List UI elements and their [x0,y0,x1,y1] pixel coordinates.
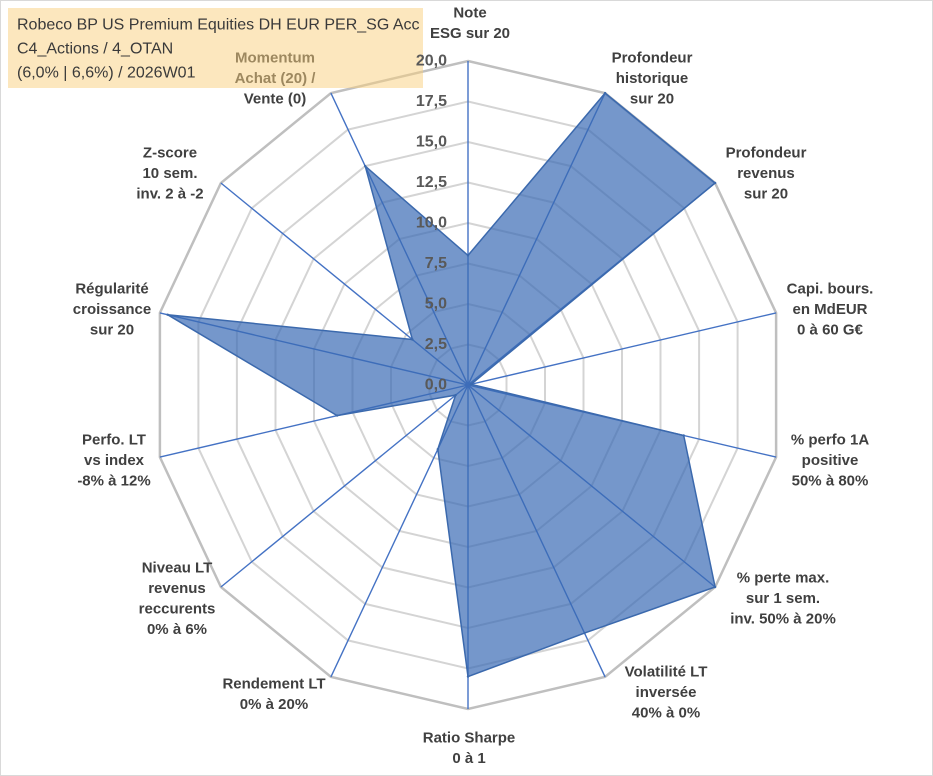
data-point-6 [713,585,717,589]
radial-tick-label: 5,0 [425,296,447,313]
axis-label-6: % perte max. sur 1 sem. inv. 50% à 20% [730,570,836,628]
data-point-9 [436,448,439,451]
axis-labels: Note ESG sur 20 Profondeur historique sur 20… [73,5,874,768]
radial-tick-label: 2,5 [425,336,447,353]
axis-label-line: en MdEUR [793,301,868,318]
axis-label-line: sur 20 [630,91,674,108]
radial-tick-label: 20,0 [416,53,447,70]
data-point-1 [466,254,470,257]
title-line-2: C4_Actions / 4_OTAN [17,41,173,58]
axis-label-line: 10 sem. [142,165,197,182]
radial-tick-label: 15,0 [416,134,447,151]
axis-label-2: Profondeur historique sur 20 [612,50,693,108]
axis-label-line: sur 20 [744,186,788,203]
axis-label-8: Ratio Sharpe 0 à 1 [423,730,516,768]
axis-label-line: revenus [148,580,206,597]
axis-label-line: inv. 50% à 20% [730,611,836,628]
data-point-13 [411,338,414,341]
axis-label-line: Profondeur [612,50,693,67]
axis-label-line: inv. 2 à -2 [136,186,203,203]
data-point-4 [469,383,473,386]
radial-tick-label: 17,5 [416,93,447,110]
axis-label-line: Note [453,5,486,22]
radial-tick-label: 7,5 [425,255,447,272]
title-box: Robeco BP US Premium Equities DH EUR PER… [8,8,423,88]
radial-tick-label: 0,0 [425,377,447,394]
axis-label-line: croissance [73,301,151,318]
axis-label-11: Perfo. LT vs index -8% à 12% [77,432,150,490]
data-point-10 [454,393,457,397]
axis-label-13: Z-score 10 sem. inv. 2 à -2 [136,145,203,203]
axis-label-line: Ratio Sharpe [423,730,516,747]
radar-series [166,91,717,678]
axis-label-line: Rendement LT [222,676,325,693]
data-point-14 [364,164,367,168]
axis-label-line: 0 à 1 [452,750,485,767]
axis-label-12: Régularité croissance sur 20 [73,281,151,339]
axis-label-line: % perte max. [737,570,830,587]
data-point-5 [682,434,685,437]
axis-label-line: inversée [636,684,697,701]
axis-label-line: 0% à 6% [147,621,207,638]
data-point-8 [466,675,470,678]
data-point-7 [583,631,586,635]
axis-label-5: % perfo 1A positive 50% à 80% [791,432,870,490]
axis-label-line: -8% à 12% [77,473,150,490]
axis-label-line: Z-score [143,145,197,162]
data-point-3 [713,181,717,185]
radial-tick-label: 12,5 [416,174,447,191]
axis-label-1: Note ESG sur 20 [430,5,510,43]
axis-label-line: Niveau LT [142,560,213,577]
radial-tick-label: 10,0 [416,215,447,232]
axis-label-4: Capi. bours. en MdEUR 0 à 60 G€ [787,281,874,339]
axis-label-line: 50% à 80% [792,473,869,490]
axis-label-line: Régularité [75,281,148,298]
title-line-3: (6,0% | 6,6%) / 2026W01 [17,65,196,82]
axis-label-line: positive [802,452,859,469]
axis-spoke-4 [467,312,777,386]
axis-label-line: % perfo 1A [791,432,870,449]
axis-label-7: Volatilité LT inversée 40% à 0% [625,664,708,722]
axis-label-10: Niveau LT revenus reccurents 0% à 6% [139,560,216,639]
axis-label-3: Profondeur revenus sur 20 [726,145,807,203]
axis-label-line: revenus [737,165,795,182]
axis-label-line: Capi. bours. [787,281,874,298]
data-point-2 [603,91,607,95]
data-point-12 [166,313,169,316]
title-line-1: Robeco BP US Premium Equities DH EUR PER… [17,17,420,34]
axis-label-line: sur 1 sem. [746,590,820,607]
axis-label-line: 40% à 0% [632,705,700,722]
axis-spoke-10 [220,384,469,588]
axis-label-line: historique [616,70,689,87]
axis-label-line: Volatilité LT [625,664,708,681]
axis-label-line: reccurents [139,601,216,618]
axis-label-line: ESG sur 20 [430,25,510,42]
axis-label-line: sur 20 [90,322,134,339]
title-background [8,8,423,88]
axis-label-line: 0 à 60 G€ [797,322,864,339]
axis-label-9: Rendement LT 0% à 20% [222,676,325,714]
radial-tick-labels: 0,0 2,5 5,0 7,5 10,0 12,5 15,0 17,5 20,0 [416,53,447,394]
data-point-11 [335,414,339,417]
axis-label-line: Vente (0) [244,91,307,108]
axis-label-line: Profondeur [726,145,807,162]
axis-label-line: Perfo. LT [82,432,146,449]
axis-label-line: 0% à 20% [240,696,308,713]
axis-label-line: vs index [84,452,145,469]
